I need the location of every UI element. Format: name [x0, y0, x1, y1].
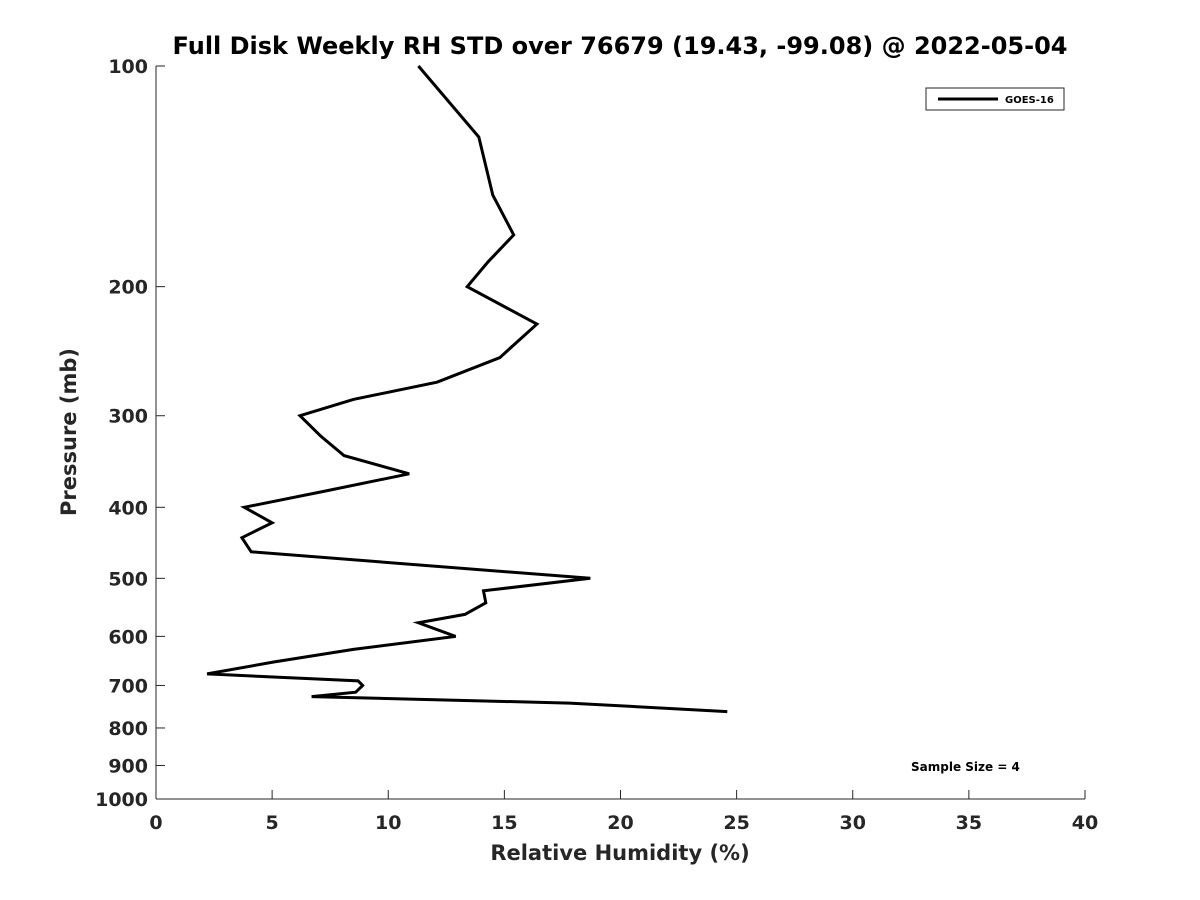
y-axis-label: Pressure (mb) [57, 348, 81, 516]
y-tick-label: 1000 [95, 789, 148, 811]
y-tick-label: 300 [108, 406, 148, 428]
y-tick-label: 200 [108, 277, 148, 299]
y-tick-label: 800 [108, 718, 148, 740]
chart-title: Full Disk Weekly RH STD over 76679 (19.4… [173, 32, 1068, 60]
x-tick-label: 10 [375, 812, 401, 834]
x-tick-label: 30 [840, 812, 866, 834]
x-tick-label: 15 [491, 812, 517, 834]
y-tick-label: 900 [108, 755, 148, 777]
y-tick-label: 500 [108, 568, 148, 590]
y-axis-ticks: 100 200 300 400 500 600 700 800 900 1000 [95, 56, 165, 811]
x-axis-ticks: 0 5 10 15 20 25 30 35 40 [149, 790, 1098, 834]
x-tick-label: 20 [607, 812, 633, 834]
y-tick-label: 600 [108, 626, 148, 648]
x-axis-label: Relative Humidity (%) [490, 841, 749, 865]
sample-size-annotation: Sample Size = 4 [911, 760, 1020, 774]
x-tick-label: 40 [1072, 812, 1098, 834]
series-line-goes-16 [206, 65, 728, 714]
x-tick-label: 35 [956, 812, 982, 834]
legend-label-goes-16: GOES-16 [1005, 95, 1054, 106]
x-tick-label: 25 [723, 812, 749, 834]
y-tick-label: 700 [108, 675, 148, 697]
y-tick-label: 400 [108, 497, 148, 519]
legend: GOES-16 [925, 87, 1065, 111]
x-tick-label: 5 [266, 812, 279, 834]
x-tick-label: 0 [149, 812, 162, 834]
y-tick-label: 100 [108, 56, 148, 78]
